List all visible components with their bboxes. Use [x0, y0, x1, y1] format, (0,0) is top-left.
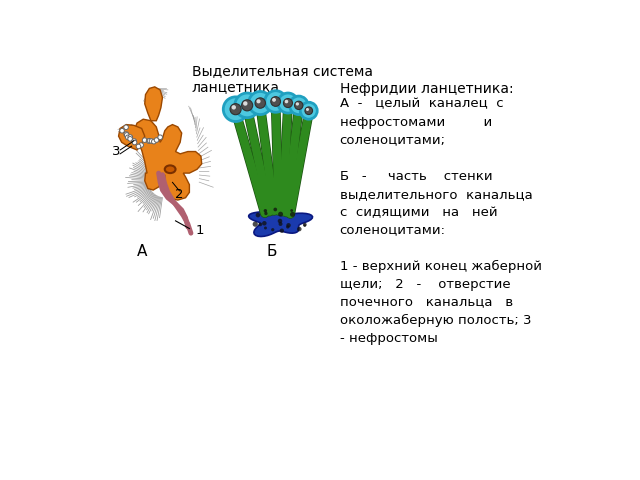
Circle shape — [136, 144, 141, 149]
Circle shape — [230, 104, 241, 115]
Circle shape — [290, 209, 293, 212]
Circle shape — [303, 224, 306, 227]
Circle shape — [158, 135, 163, 140]
Circle shape — [149, 139, 154, 144]
Circle shape — [124, 125, 129, 130]
Circle shape — [289, 96, 308, 115]
Circle shape — [290, 212, 295, 217]
Circle shape — [285, 100, 288, 103]
Polygon shape — [134, 119, 202, 200]
Circle shape — [284, 98, 292, 108]
Circle shape — [264, 209, 267, 213]
Circle shape — [154, 138, 159, 143]
Circle shape — [272, 98, 276, 102]
Text: 1: 1 — [196, 224, 204, 237]
Circle shape — [305, 107, 312, 115]
Polygon shape — [145, 87, 163, 121]
Circle shape — [264, 227, 267, 229]
Circle shape — [147, 139, 151, 143]
Text: Б: Б — [266, 244, 277, 259]
Polygon shape — [249, 204, 312, 237]
Circle shape — [124, 132, 129, 137]
Circle shape — [294, 101, 303, 109]
Circle shape — [259, 223, 262, 226]
Circle shape — [280, 228, 284, 233]
Polygon shape — [118, 125, 145, 150]
Text: Нефридии ланцетника:: Нефридии ланцетника: — [340, 82, 513, 96]
Circle shape — [278, 212, 283, 216]
Circle shape — [120, 129, 124, 133]
Circle shape — [273, 208, 277, 211]
Circle shape — [255, 98, 266, 108]
Circle shape — [286, 223, 291, 228]
Circle shape — [278, 219, 282, 223]
Circle shape — [128, 136, 132, 141]
Circle shape — [271, 96, 280, 107]
Circle shape — [147, 138, 152, 143]
Circle shape — [278, 222, 282, 226]
Circle shape — [296, 102, 299, 106]
Circle shape — [128, 135, 132, 139]
Text: А  -   целый  каналец  с
нефростомами         и
соленоцитами;

Б   -     часть  : А - целый каналец с нефростомами и солен… — [340, 97, 541, 345]
Circle shape — [253, 222, 258, 227]
Circle shape — [306, 108, 309, 111]
Text: Выделительная система
ланцетника: Выделительная система ланцетника — [192, 64, 372, 94]
Circle shape — [271, 228, 275, 231]
Text: 3: 3 — [112, 145, 120, 158]
Circle shape — [223, 97, 248, 121]
Circle shape — [132, 139, 136, 144]
Circle shape — [124, 132, 129, 136]
Circle shape — [265, 91, 287, 112]
Circle shape — [257, 99, 260, 103]
Circle shape — [142, 138, 147, 143]
Circle shape — [278, 93, 298, 113]
Ellipse shape — [164, 166, 175, 173]
Circle shape — [262, 221, 267, 226]
Circle shape — [243, 101, 248, 106]
Circle shape — [303, 223, 307, 227]
Circle shape — [232, 105, 236, 109]
Circle shape — [139, 143, 143, 147]
Text: А: А — [136, 244, 147, 259]
Circle shape — [242, 100, 253, 111]
Circle shape — [297, 227, 301, 231]
Circle shape — [152, 139, 156, 144]
Circle shape — [264, 212, 268, 215]
Circle shape — [125, 135, 130, 140]
Circle shape — [249, 92, 272, 115]
Circle shape — [132, 140, 137, 145]
Text: 2: 2 — [175, 188, 184, 201]
Circle shape — [300, 102, 317, 119]
Circle shape — [286, 225, 289, 228]
Circle shape — [235, 93, 259, 118]
Circle shape — [255, 213, 260, 217]
